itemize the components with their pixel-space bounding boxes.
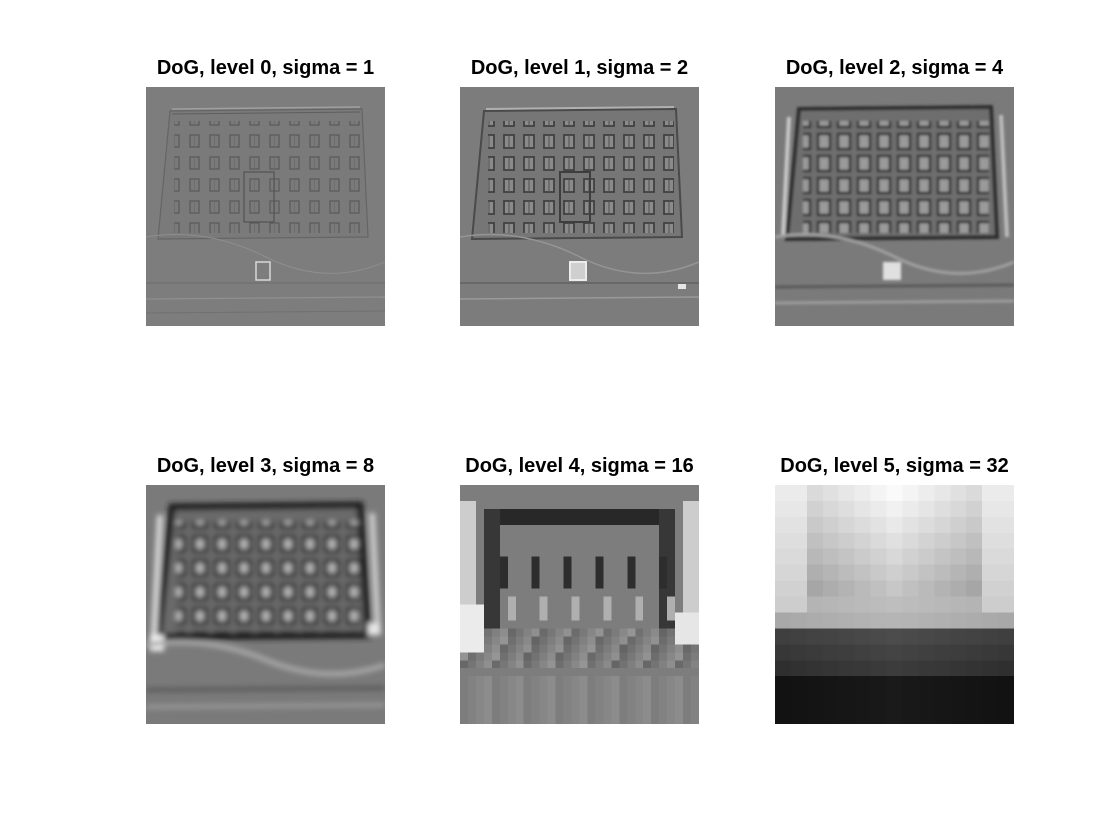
panel-title: DoG, level 1, sigma = 2 [470,57,689,79]
panel-title: DoG, level 4, sigma = 16 [465,455,694,477]
dog-image-level-2 [775,87,1014,326]
dog-image-level-0 [146,87,385,326]
dog-image-level-4 [460,485,699,724]
panel-title: DoG, level 3, sigma = 8 [156,455,375,477]
panel-title: DoG, level 5, sigma = 32 [780,455,1009,477]
dog-image-level-3 [146,485,385,724]
panel-title: DoG, level 0, sigma = 1 [156,57,375,79]
dog-image-level-5 [775,485,1014,724]
panel-title: DoG, level 2, sigma = 4 [785,57,1004,79]
dog-image-level-1 [460,87,699,326]
